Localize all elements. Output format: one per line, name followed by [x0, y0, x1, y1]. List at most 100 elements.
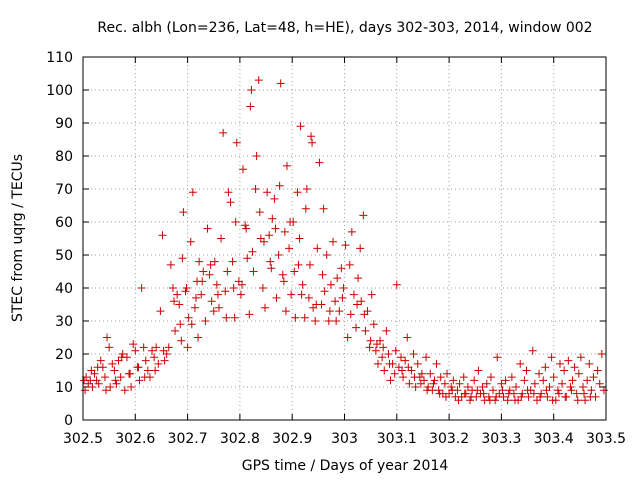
data-point	[484, 392, 493, 401]
data-point	[390, 369, 399, 378]
x-tick-label: 302.6	[115, 431, 155, 447]
data-point	[126, 369, 135, 378]
data-point	[555, 359, 564, 368]
data-point	[554, 389, 563, 398]
data-point	[242, 224, 251, 233]
data-point	[460, 389, 469, 398]
data-point	[261, 303, 270, 312]
x-tick-label: 303	[331, 431, 358, 447]
data-point	[459, 373, 468, 382]
data-point	[191, 293, 200, 302]
data-point	[156, 307, 165, 316]
data-point	[530, 379, 539, 388]
data-point	[396, 353, 405, 362]
data-point	[369, 320, 378, 329]
data-point	[231, 218, 240, 226]
data-point	[553, 386, 562, 395]
data-point	[417, 369, 426, 378]
data-point	[324, 317, 333, 325]
data-point	[354, 274, 363, 283]
y-tick-label: 100	[46, 83, 73, 99]
data-point	[212, 280, 221, 289]
x-tick-label: 303.4	[534, 431, 574, 447]
data-point	[129, 340, 138, 349]
data-point	[224, 188, 233, 197]
data-point	[319, 204, 328, 213]
data-point	[572, 389, 581, 398]
data-point	[325, 307, 334, 316]
data-point	[597, 350, 606, 358]
data-point	[326, 280, 335, 289]
data-point	[405, 379, 414, 388]
data-point	[297, 290, 306, 299]
data-point	[312, 300, 321, 309]
data-point	[280, 227, 289, 236]
data-point	[285, 244, 294, 253]
x-tick-label: 303.5	[586, 431, 626, 447]
data-point	[401, 356, 410, 365]
data-point	[171, 326, 180, 335]
data-point	[302, 185, 311, 193]
data-point	[449, 376, 458, 385]
data-point	[416, 379, 425, 388]
data-point	[164, 343, 173, 352]
data-point	[106, 383, 115, 391]
data-point	[568, 376, 577, 385]
data-point	[507, 373, 516, 382]
data-point	[184, 313, 193, 322]
data-point	[151, 366, 160, 375]
data-point	[103, 333, 112, 342]
data-point	[346, 310, 355, 319]
y-tick-label: 30	[55, 314, 73, 330]
data-points	[80, 76, 608, 405]
data-point	[139, 343, 148, 352]
data-point	[349, 290, 358, 299]
data-point	[222, 313, 231, 322]
y-tick-label: 60	[55, 215, 73, 231]
data-point	[510, 396, 519, 405]
data-point	[583, 376, 592, 385]
data-point	[322, 251, 331, 259]
data-point	[497, 379, 506, 388]
data-point	[294, 260, 303, 269]
data-point	[576, 353, 585, 362]
data-point	[434, 386, 443, 395]
data-point	[492, 392, 501, 401]
data-point	[248, 247, 257, 256]
data-point	[549, 373, 558, 382]
data-point	[573, 396, 582, 405]
data-point	[338, 293, 347, 302]
data-point	[448, 386, 457, 395]
data-point	[422, 353, 431, 362]
data-point	[341, 241, 350, 250]
data-point	[259, 237, 268, 246]
data-point	[570, 363, 579, 372]
data-point	[561, 392, 570, 401]
data-point	[241, 221, 250, 230]
data-point	[286, 218, 295, 226]
data-point	[247, 86, 256, 94]
data-point	[501, 376, 510, 385]
data-point	[186, 237, 195, 246]
data-point	[595, 379, 604, 388]
y-tick-label: 40	[55, 281, 73, 297]
data-point	[467, 392, 476, 401]
data-point	[209, 307, 218, 316]
x-tick-label: 302.7	[168, 431, 208, 447]
data-point	[108, 359, 117, 368]
data-point	[223, 267, 232, 276]
data-point	[127, 383, 136, 391]
data-point	[154, 359, 163, 368]
data-point	[345, 260, 354, 269]
data-point	[365, 343, 374, 352]
data-point	[210, 257, 219, 266]
data-point	[176, 320, 185, 329]
data-point	[112, 379, 121, 388]
data-point	[120, 386, 129, 395]
data-point	[278, 270, 287, 279]
x-tick-label: 302.8	[220, 431, 260, 447]
data-point	[380, 366, 389, 375]
data-point	[361, 326, 370, 335]
data-point	[175, 300, 184, 309]
data-point	[102, 386, 111, 395]
